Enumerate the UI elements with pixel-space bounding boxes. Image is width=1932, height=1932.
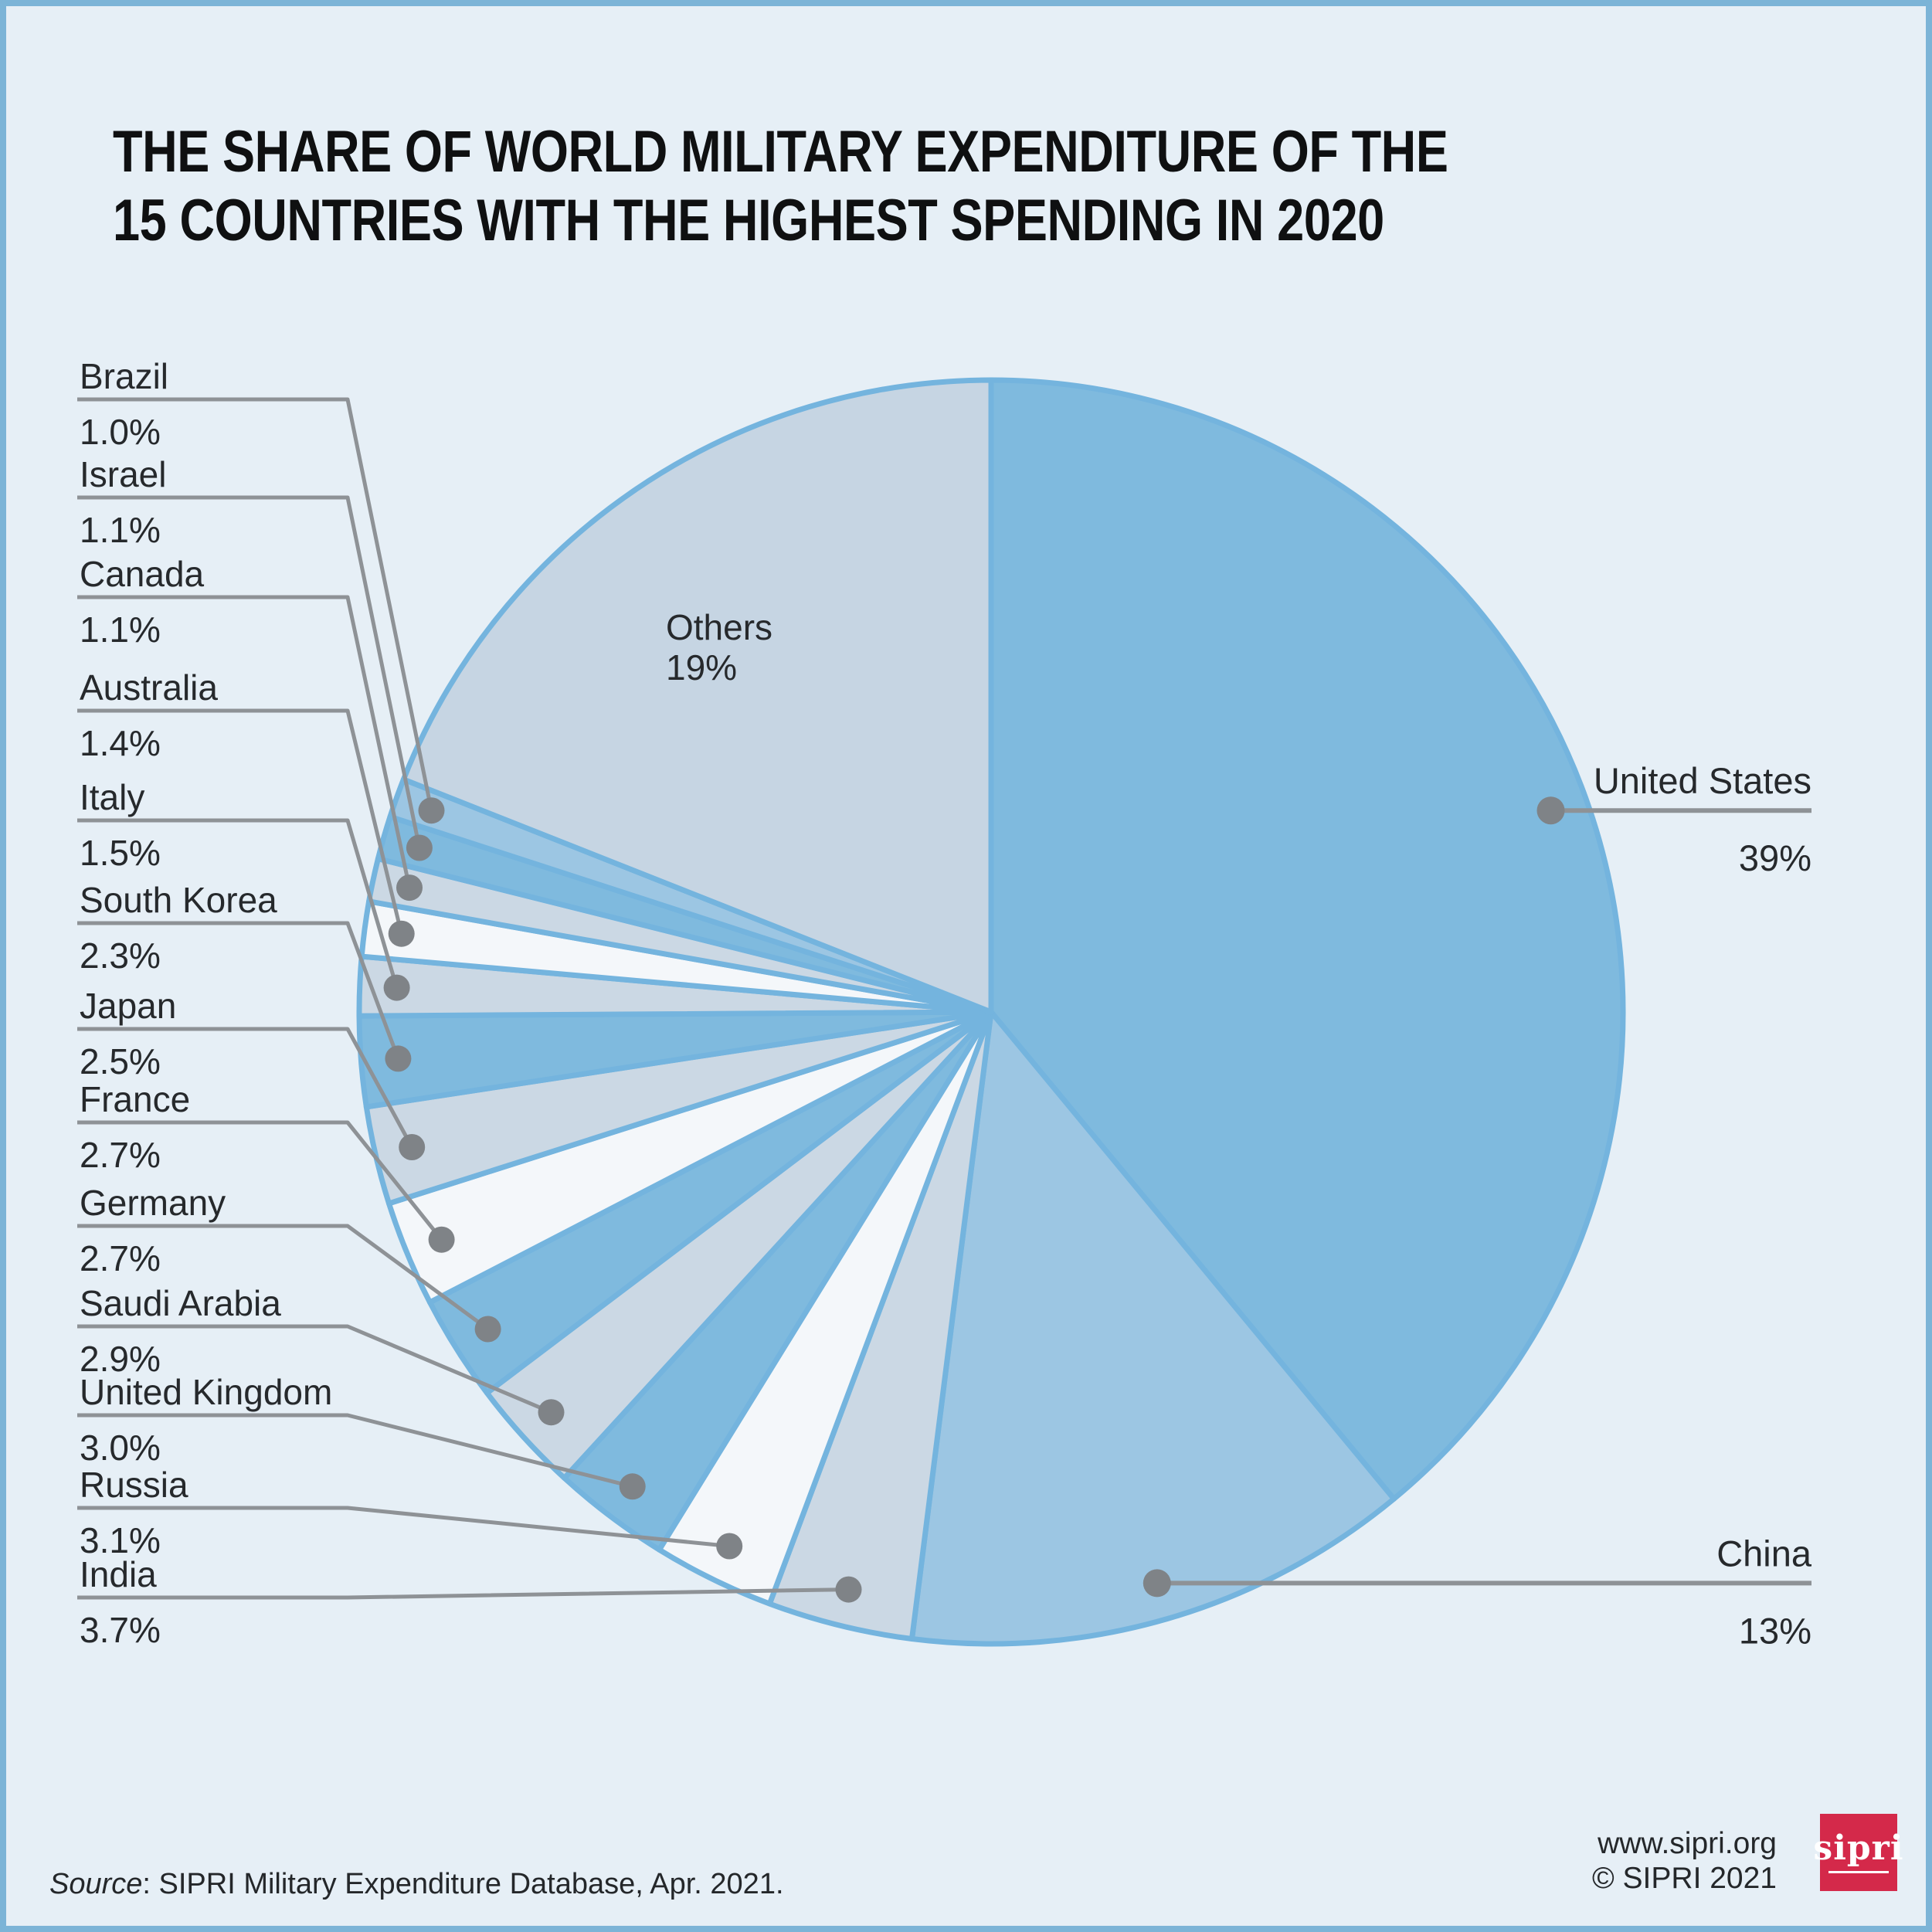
slice-label-saudi-arabia: Saudi Arabia <box>80 1283 281 1323</box>
slice-value-italy: 1.5% <box>80 833 161 873</box>
slice-label-others: Others <box>666 607 772 647</box>
leader-dot-russia <box>716 1533 743 1560</box>
slice-value-russia: 3.1% <box>80 1520 161 1560</box>
leader-dot-france <box>428 1226 455 1253</box>
slice-label-india: India <box>80 1554 157 1594</box>
slice-value-others: 19% <box>666 647 737 688</box>
slice-label-israel: Israel <box>80 454 166 494</box>
slice-value-united-states: 39% <box>1739 837 1811 878</box>
sipri-logo-underline <box>1828 1871 1889 1873</box>
leader-line-israel <box>77 495 422 849</box>
slice-label-italy: Italy <box>80 777 144 817</box>
source-prefix: Source <box>49 1868 143 1900</box>
slice-label-canada: Canada <box>80 554 205 594</box>
leader-line-united-kingdom <box>77 1413 633 1489</box>
slice-label-united-kingdom: United Kingdom <box>80 1372 332 1412</box>
source-note: Source: SIPRI Military Expenditure Datab… <box>49 1868 784 1901</box>
slice-value-canada: 1.1% <box>80 609 161 650</box>
slice-label-germany: Germany <box>80 1183 226 1223</box>
leader-dot-china <box>1143 1569 1171 1598</box>
slice-value-south-korea: 2.3% <box>80 935 161 976</box>
slice-value-france: 2.7% <box>80 1135 161 1175</box>
slice-label-australia: Australia <box>80 667 218 708</box>
leader-line-india <box>77 1587 849 1600</box>
chart-title-line2: 15 COUNTRIES WITH THE HIGHEST SPENDING I… <box>113 188 1384 253</box>
source-text: : SIPRI Military Expenditure Database, A… <box>142 1868 784 1900</box>
leader-dot-south-korea <box>385 1045 412 1072</box>
sipri-logo: sipri <box>1813 1814 1903 1891</box>
leader-dot-united-kingdom <box>619 1473 646 1500</box>
pie-slice-others <box>400 377 994 1015</box>
leader-dot-italy <box>383 974 410 1001</box>
leader-line-japan <box>77 1027 414 1149</box>
slice-label-brazil: Brazil <box>80 356 168 396</box>
pie-slice-china <box>909 1009 1397 1647</box>
leader-line-brazil <box>77 397 433 811</box>
slice-label-china: China <box>1716 1533 1812 1574</box>
chart-title-line1: THE SHARE OF WORLD MILITARY EXPENDITURE … <box>113 119 1448 185</box>
leader-dot-israel <box>406 834 433 861</box>
leader-line-canada <box>77 595 412 888</box>
leader-line-russia <box>77 1506 730 1548</box>
leader-dot-india <box>835 1576 862 1603</box>
slice-value-united-kingdom: 3.0% <box>80 1428 161 1468</box>
slice-label-russia: Russia <box>80 1465 188 1505</box>
leader-line-saudi-arabia <box>77 1324 552 1414</box>
footer-credits: www.sipri.org © SIPRI 2021 <box>1592 1826 1777 1896</box>
chart-title: THE SHARE OF WORLD MILITARY EXPENDITURE … <box>113 117 1448 255</box>
slice-value-india: 3.7% <box>80 1610 161 1650</box>
leader-line-italy <box>77 818 399 989</box>
leader-line-australia <box>77 708 404 935</box>
slice-label-south-korea: South Korea <box>80 880 277 920</box>
leader-line-france <box>77 1120 443 1241</box>
leader-dot-saudi-arabia <box>538 1399 565 1426</box>
slice-value-saudi-arabia: 2.9% <box>80 1339 161 1379</box>
slice-value-israel: 1.1% <box>80 510 161 550</box>
website-url: www.sipri.org <box>1598 1827 1777 1860</box>
slice-value-brazil: 1.0% <box>80 412 161 452</box>
leader-dot-united-states <box>1536 796 1565 825</box>
pie-slice-united-states <box>988 377 1626 1502</box>
slice-value-germany: 2.7% <box>80 1238 161 1278</box>
slice-value-japan: 2.5% <box>80 1041 161 1081</box>
slice-label-japan: Japan <box>80 986 176 1026</box>
leader-line-south-korea <box>77 921 400 1060</box>
leader-dot-australia <box>388 920 415 947</box>
slice-value-australia: 1.4% <box>80 723 161 763</box>
leader-dot-germany <box>474 1316 501 1343</box>
slice-label-united-states: United States <box>1594 760 1811 801</box>
leader-dot-canada <box>396 874 423 901</box>
sipri-logo-text: sipri <box>1813 1828 1904 1868</box>
slice-label-france: France <box>80 1079 190 1119</box>
leader-dot-japan <box>399 1134 426 1160</box>
leader-line-germany <box>77 1224 490 1331</box>
slice-value-china: 13% <box>1739 1610 1811 1651</box>
copyright-notice: © SIPRI 2021 <box>1591 1862 1777 1895</box>
leader-dot-brazil <box>418 797 445 824</box>
